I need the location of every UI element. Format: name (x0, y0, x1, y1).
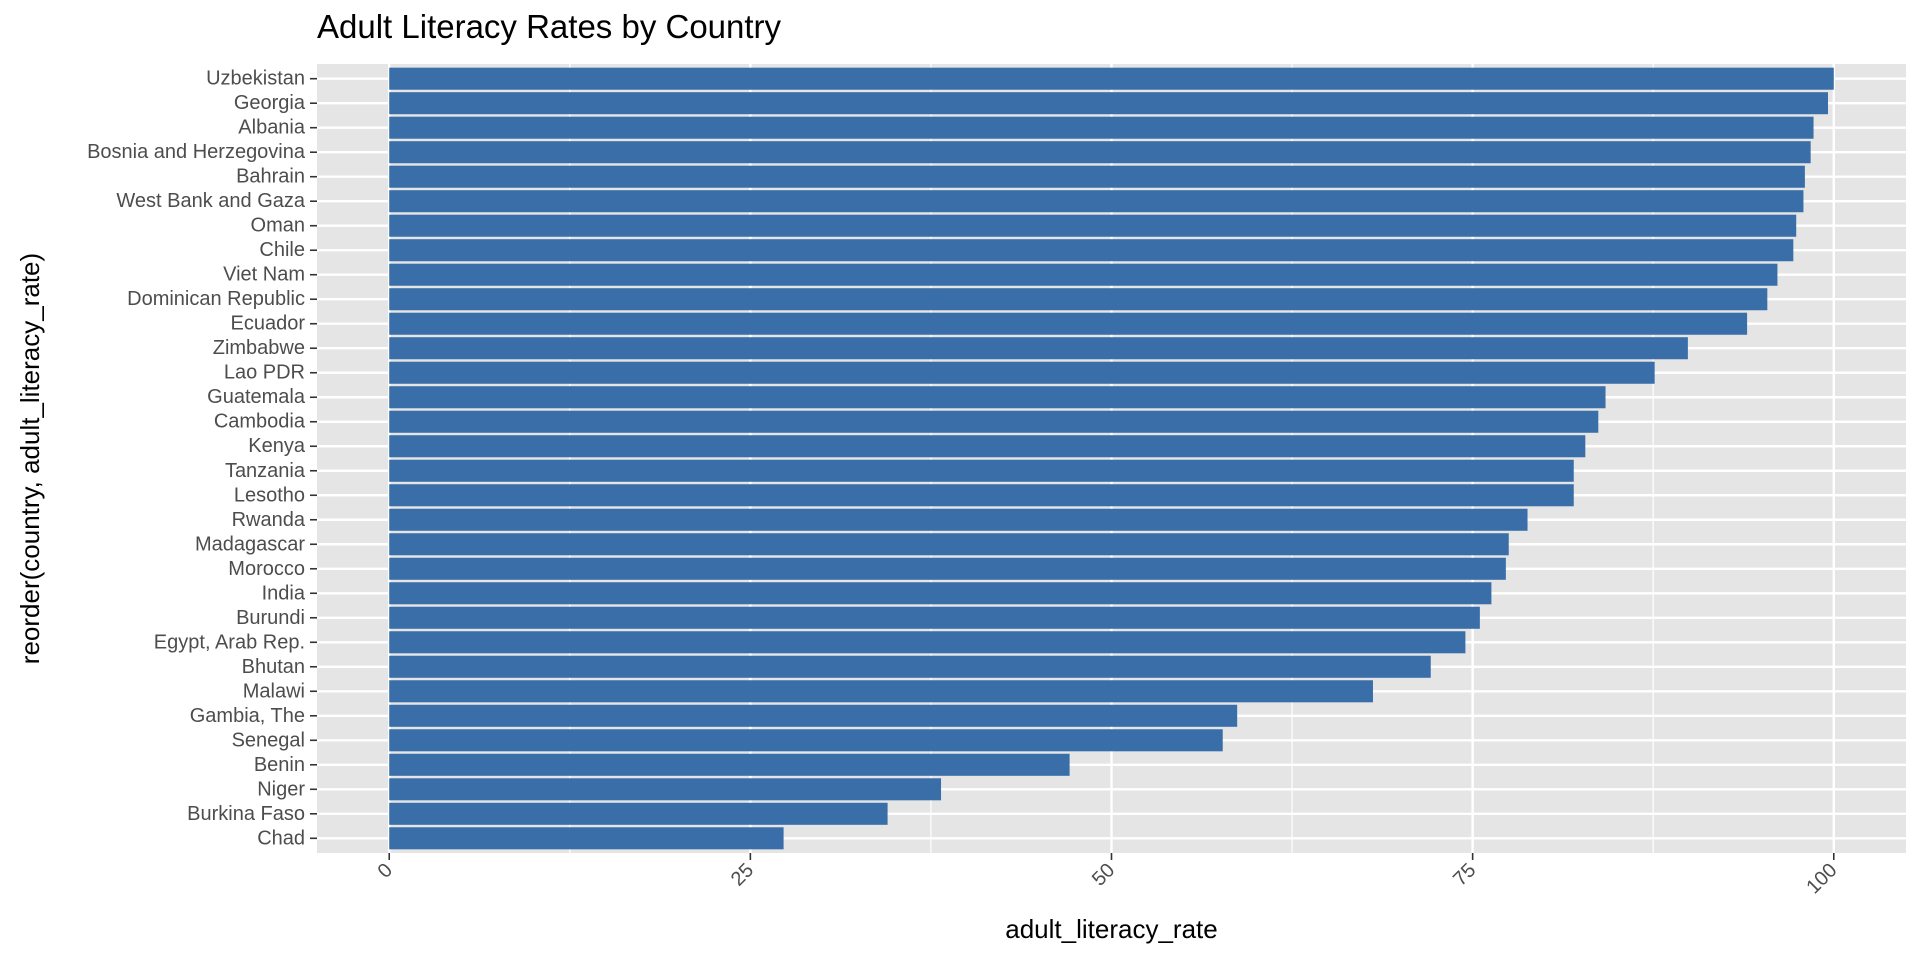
x-tick-label: 50 (1088, 859, 1119, 890)
y-tick-label: Georgia (234, 92, 306, 114)
x-tick-label: 75 (1449, 859, 1480, 890)
bar (389, 704, 1238, 727)
y-tick-label: Burundi (236, 607, 305, 629)
bar (389, 190, 1804, 213)
y-tick-label: Uzbekistan (206, 68, 305, 90)
bar (389, 361, 1655, 384)
y-tick-label: Zimbabwe (213, 337, 305, 359)
y-tick-label: Lao PDR (224, 362, 305, 384)
y-tick-label: Dominican Republic (127, 288, 305, 310)
y-tick-label: Morocco (228, 558, 305, 580)
x-axis-ticks: 0 25 50 75 100 (374, 853, 1842, 898)
bar (389, 141, 1811, 164)
y-tick-label: Malawi (243, 680, 305, 702)
y-tick-label: Viet Nam (223, 264, 305, 286)
y-tick-label: Benin (254, 754, 305, 776)
y-tick-label: Niger (257, 778, 305, 800)
y-tick-label: Gambia, The (190, 705, 305, 727)
bar (389, 312, 1748, 335)
y-tick-label: Ecuador (231, 313, 306, 335)
y-tick-label: Oman (251, 215, 305, 237)
y-tick-label: Bhutan (242, 656, 305, 678)
bar (389, 680, 1373, 703)
bar (389, 459, 1574, 482)
y-tick-label: Chad (257, 827, 305, 849)
bar (389, 557, 1506, 580)
y-tick-label: Burkina Faso (187, 803, 305, 825)
y-tick-label: Kenya (248, 435, 306, 457)
y-tick-label: Chile (259, 239, 305, 261)
y-tick-label: Tanzania (225, 460, 306, 482)
y-tick-label: Rwanda (232, 509, 306, 531)
bar (389, 239, 1794, 262)
x-tick-label: 100 (1802, 859, 1841, 898)
bar (389, 214, 1797, 237)
bar (389, 116, 1814, 139)
bar (389, 508, 1528, 531)
bar (389, 410, 1599, 433)
bar (389, 753, 1070, 776)
bar (389, 778, 942, 801)
bar (389, 67, 1834, 90)
bar (389, 729, 1223, 752)
bar (389, 263, 1778, 286)
bar (389, 484, 1574, 507)
y-tick-label: India (262, 582, 306, 604)
bar (389, 631, 1466, 654)
y-tick-label: Egypt, Arab Rep. (154, 631, 305, 653)
y-tick-label: Cambodia (214, 411, 306, 433)
bar (389, 533, 1509, 556)
bar (389, 288, 1768, 311)
bar (389, 827, 784, 850)
y-tick-label: West Bank and Gaza (116, 190, 306, 212)
bar (389, 582, 1492, 605)
chart-title: Adult Literacy Rates by Country (317, 8, 782, 45)
bars (389, 67, 1834, 850)
bar (389, 337, 1688, 360)
y-axis-title: reorder(country, adult_literacy_rate) (15, 253, 45, 664)
bar (389, 165, 1805, 188)
bar (389, 655, 1431, 678)
y-tick-label: Albania (238, 117, 306, 139)
x-tick-label: 0 (374, 859, 397, 882)
bar (389, 92, 1828, 115)
x-tick-label: 25 (727, 859, 758, 890)
bar (389, 606, 1480, 629)
y-tick-label: Guatemala (207, 386, 306, 408)
x-axis-title: adult_literacy_rate (1005, 914, 1217, 944)
y-tick-label: Madagascar (195, 533, 305, 555)
bar (389, 386, 1606, 409)
y-tick-label: Bahrain (236, 166, 305, 188)
y-tick-label: Bosnia and Herzegovina (87, 141, 306, 163)
y-tick-label: Senegal (232, 729, 305, 751)
bar (389, 435, 1586, 458)
bar (389, 802, 888, 825)
y-tick-label: Lesotho (234, 484, 305, 506)
